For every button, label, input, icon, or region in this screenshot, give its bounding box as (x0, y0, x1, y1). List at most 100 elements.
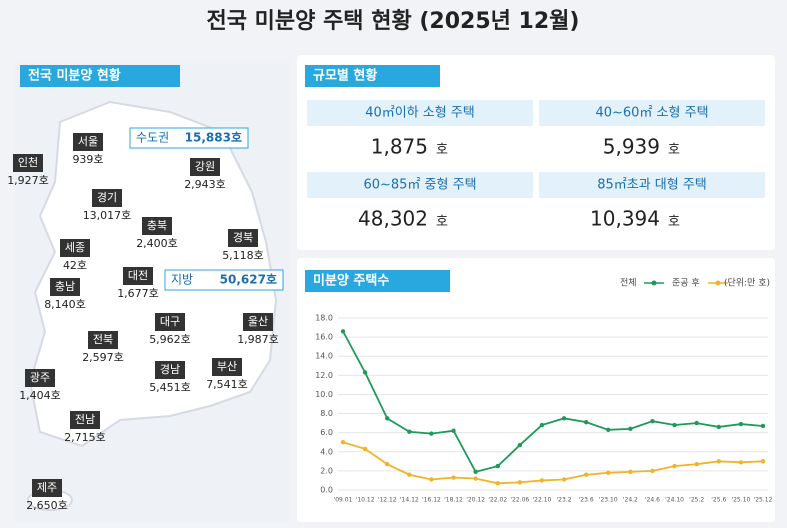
summary-badge (129, 127, 249, 149)
size-cell-label: 40㎡이하 소형 주택 (365, 106, 475, 121)
size-cell-value: 48,302 (358, 207, 428, 231)
region-name: 광주 (30, 371, 50, 384)
region-value: 2,715호 (64, 431, 106, 444)
region-label-bg (73, 133, 103, 151)
x-tick-label: '16.12 (422, 497, 441, 504)
region-label-bg (212, 358, 242, 376)
y-tick-label: 8.0 (320, 409, 333, 418)
region-name: 세종 (65, 241, 85, 254)
series-point (539, 478, 545, 483)
y-tick-label: 6.0 (320, 428, 333, 437)
y-tick-label: 18.0 (315, 314, 333, 323)
series-point (340, 440, 346, 445)
series-point (738, 421, 744, 427)
region-value: 5,118호 (222, 249, 264, 262)
series-point (517, 442, 523, 448)
size-cell-label: 40~60㎡ 소형 주택 (595, 106, 708, 121)
series-point (495, 463, 500, 469)
y-tick-label: 0.0 (320, 486, 333, 495)
region-name: 대전 (128, 269, 148, 282)
y-tick-label: 16.0 (315, 333, 333, 342)
series-point (362, 370, 368, 375)
series-point (517, 480, 523, 485)
size-heading-bg (305, 65, 440, 87)
size-cell-unit: 호 (436, 143, 448, 158)
size-cell-value: 5,939 (603, 135, 660, 159)
size-cell-unit: 호 (668, 143, 680, 158)
summary-value: 15,883호 (185, 131, 242, 145)
region-name: 부산 (217, 360, 237, 373)
region-value: 2,943호 (184, 178, 226, 191)
region-name: 대구 (160, 315, 180, 328)
summary-name: 수도권 (136, 131, 169, 145)
size-cell-value: 10,394 (590, 207, 660, 231)
size-cell-header (539, 172, 765, 198)
region-name: 전남 (75, 413, 95, 426)
series-point (694, 462, 699, 467)
map-heading: 전국 미분양 현황 (28, 68, 121, 84)
chart-heading-bg (305, 270, 450, 292)
series-line (342, 441, 764, 485)
chart-panel (297, 258, 775, 522)
series-point (583, 419, 589, 425)
size-cell-label: 85㎡초과 대형 주택 (597, 178, 707, 193)
region-value: 2,597호 (82, 351, 124, 364)
x-tick-label: '23.10 (599, 497, 618, 504)
region-value: 7,541호 (206, 378, 248, 391)
x-tick-label: '25.2 (689, 497, 704, 504)
size-cell-header (307, 172, 533, 198)
series-point (407, 472, 412, 477)
y-tick-label: 12.0 (315, 371, 333, 380)
region-value: 1,404호 (19, 389, 61, 402)
series-line (342, 330, 764, 473)
series-point (628, 469, 633, 475)
series-point (672, 422, 677, 428)
region-value: 1,987호 (237, 333, 279, 346)
region-label-bg (50, 278, 80, 296)
series-point (451, 475, 456, 480)
series-point (561, 416, 567, 421)
region-name: 강원 (195, 160, 215, 173)
region-label-bg (155, 313, 185, 331)
region-value: 1,927호 (7, 174, 49, 187)
y-tick-label: 2.0 (320, 466, 333, 475)
series-point (340, 329, 346, 334)
series-point (738, 460, 744, 465)
series-point (716, 424, 721, 430)
region-name: 충남 (55, 280, 75, 293)
series-point (385, 462, 390, 467)
summary-value: 50,627호 (220, 273, 277, 287)
x-tick-label: '18.12 (444, 497, 463, 504)
region-label-bg (13, 154, 43, 172)
region-name: 울산 (248, 315, 268, 328)
x-tick-label: '24.2 (623, 497, 638, 504)
series-point (362, 446, 368, 452)
series-point (606, 470, 611, 475)
size-cell-header (539, 100, 765, 126)
region-name: 경기 (97, 191, 117, 204)
series-point (539, 422, 545, 428)
region-label-bg (243, 313, 273, 331)
x-tick-label: '24.6 (645, 497, 660, 504)
region-name: 제주 (37, 481, 57, 494)
region-label-bg (123, 267, 153, 285)
series-point (385, 416, 390, 421)
region-name: 인천 (18, 155, 38, 169)
series-point (716, 459, 721, 464)
x-tick-label: '22.06 (510, 497, 529, 504)
region-label-bg (155, 361, 185, 379)
series-point (628, 426, 633, 432)
summary-name: 지방 (171, 273, 193, 287)
x-tick-label: '22.02 (488, 497, 507, 504)
series-point (429, 431, 434, 436)
legend-label: 전체 (620, 278, 637, 289)
x-tick-label: '25.12 (754, 497, 773, 504)
region-name: 경북 (233, 231, 253, 244)
legend-label: 준공 후 (672, 278, 700, 289)
x-tick-label: '10.12 (356, 497, 375, 504)
size-cell-value: 1,875 (371, 135, 428, 159)
x-tick-label: '23.6 (579, 497, 594, 504)
x-tick-label: '12.12 (378, 497, 397, 504)
chart-heading: 미분양 주택수 (313, 273, 389, 289)
